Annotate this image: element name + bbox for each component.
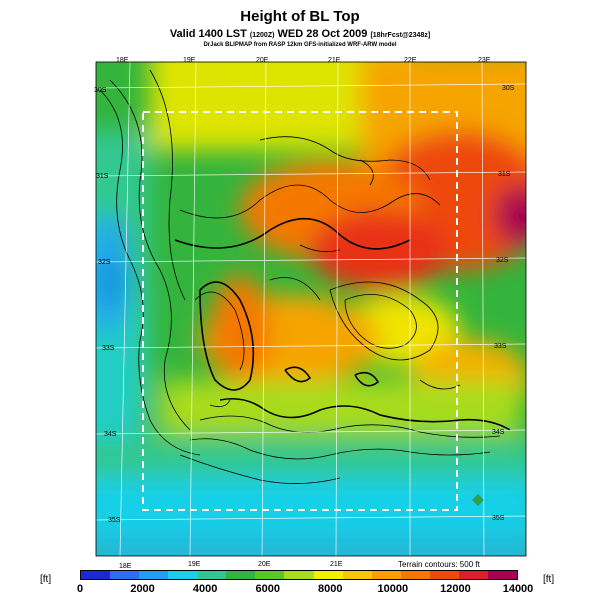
colorbar-tick-label: 10000: [377, 583, 409, 595]
colorbar-tick-label: 14000: [502, 583, 534, 595]
colorbar-segment: [371, 571, 401, 579]
lat-label-right: 30S: [502, 85, 515, 92]
field-ridge-orange: [210, 275, 270, 385]
inner-domain-box: [142, 111, 458, 511]
colorbar-tick-label: 4000: [192, 583, 218, 595]
colorbar-tick-label: 8000: [318, 583, 343, 595]
colorbar-segment: [313, 571, 343, 579]
graticule: [96, 62, 526, 556]
colorbar-segment: [81, 571, 111, 579]
unit-label-left: [ft]: [40, 574, 52, 585]
lon-label-bottom: 18E: [119, 563, 132, 570]
terrain-contour-note: Terrain contours: 500 ft: [398, 560, 480, 569]
valid-time-utc: (1200Z): [249, 32, 275, 39]
field-south-green: [96, 440, 526, 480]
lon-label-top: 18E: [116, 57, 129, 64]
colorbar-segment: [139, 571, 169, 579]
colorbar-segment: [429, 571, 459, 579]
colorbar-segment: [342, 571, 372, 579]
lon-label-top: 21E: [328, 57, 341, 64]
colorbar-tick-label: 12000: [440, 583, 471, 595]
valid-date: WED 28 Oct 2009: [277, 28, 368, 40]
lat-label-left: 33S: [102, 345, 115, 352]
lat-label-right: 33S: [494, 343, 507, 350]
lat-label-right: 35S: [492, 515, 505, 522]
valid-time-main: Valid 1400 LST: [169, 28, 247, 40]
field-south-teal: [96, 535, 526, 556]
lon-label-top: 22E: [404, 57, 417, 64]
field-west-cyan: [96, 210, 140, 510]
lat-label-left: 34S: [104, 431, 117, 438]
map-frame: [95, 61, 527, 557]
site-marker: [472, 494, 484, 506]
lon-label-bottom: 19E: [188, 561, 201, 568]
lat-label-left: 31S: [96, 173, 109, 180]
colorbar-segment: [168, 571, 198, 579]
colorbar-segment: [284, 571, 314, 579]
lat-label-right: 31S: [498, 171, 511, 178]
lat-label-right: 34S: [492, 429, 505, 436]
lon-label-bottom: 21E: [330, 561, 343, 568]
lon-label-top: 19E: [183, 57, 196, 64]
lon-label-bottom: 20E: [258, 561, 271, 568]
field-ne-maroon: [495, 185, 526, 245]
lat-label-right: 32S: [496, 257, 509, 264]
colorbar-segment: [226, 571, 256, 579]
model-credit: DrJack BLIPMAP from RASP 12km GFS-initia…: [203, 42, 397, 48]
unit-label-right: [ft]: [543, 574, 555, 585]
field-south-cyan: [96, 478, 526, 538]
lat-label-left: 32S: [98, 259, 111, 266]
field-center-red: [310, 210, 450, 290]
colorbar-segment: [110, 571, 140, 579]
lat-label-left: 30S: [94, 87, 107, 94]
colorbar-tick-label: 6000: [255, 583, 280, 595]
colorbar-segment: [197, 571, 227, 579]
lat-label-left: 35S: [108, 517, 121, 524]
colorbar-tick-label: 2000: [130, 583, 155, 595]
map-title: Height of BL Top: [240, 8, 360, 25]
forecast-info: [18hrFcst@2348z]: [370, 32, 431, 39]
lon-label-top: 20E: [256, 57, 269, 64]
colorbar-segment: [458, 571, 488, 579]
field-mid-yellowgreen: [160, 380, 520, 435]
colorbar-segment: [255, 571, 285, 579]
colorbar-tick-label: 0: [76, 583, 84, 595]
valid-time: Valid 1400 LST (1200Z) WED 28 Oct 2009 […: [0, 28, 600, 40]
lon-label-top: 23E: [478, 57, 491, 64]
colorbar-segment: [400, 571, 430, 579]
colorbar: [80, 570, 518, 580]
colorbar-segment: [487, 571, 517, 579]
